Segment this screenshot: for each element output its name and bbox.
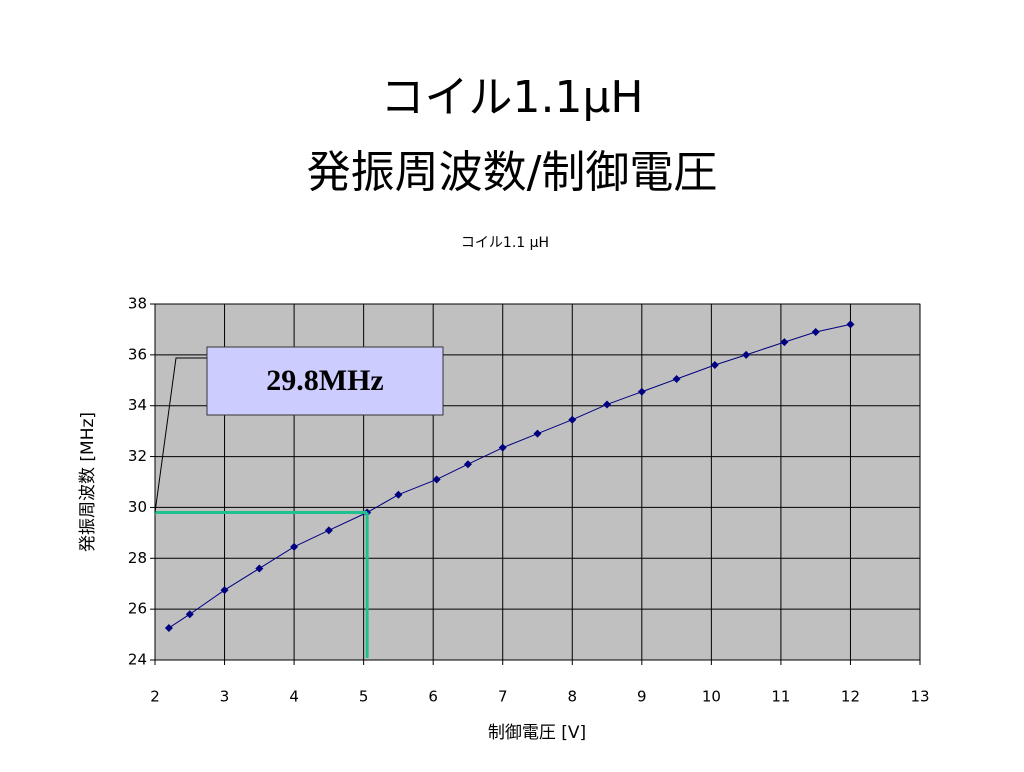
data-point [432, 475, 441, 484]
y-tick-label: 28 [128, 549, 147, 567]
y-tick-label: 24 [128, 651, 147, 669]
x-tick-label: 5 [359, 688, 369, 706]
data-point [811, 327, 820, 336]
callout-text: 29.8MHz [266, 364, 383, 397]
y-tick-label: 32 [128, 447, 147, 465]
y-axis-label: 発振周波数 [MHz] [78, 412, 98, 552]
data-point [463, 460, 472, 469]
y-tick-label: 38 [128, 295, 147, 313]
data-point [780, 338, 789, 347]
data-point [568, 415, 577, 424]
data-point [164, 623, 173, 632]
y-tick-label: 36 [128, 345, 147, 363]
callout-leader [154, 357, 207, 513]
x-tick-label: 2 [150, 688, 160, 706]
data-point [637, 387, 646, 396]
data-point [394, 490, 403, 499]
x-tick-label: 10 [702, 688, 721, 706]
data-point [533, 429, 542, 438]
data-point [290, 542, 299, 551]
data-point [220, 586, 229, 595]
x-axis-label: 制御電圧 [V] [488, 723, 586, 743]
y-tick-label: 30 [128, 498, 147, 516]
chart-title: コイル1.1 μH [461, 235, 549, 251]
data-point [324, 526, 333, 535]
slide-title: 発振周波数/制御電圧 [307, 147, 718, 198]
data-point [742, 350, 751, 359]
data-point [710, 361, 719, 370]
x-tick-label: 4 [289, 688, 299, 706]
x-tick-label: 7 [498, 688, 508, 706]
data-point [255, 564, 264, 573]
data-point [672, 375, 681, 384]
y-tick-label: 34 [128, 396, 147, 414]
x-tick-label: 13 [910, 688, 929, 706]
x-tick-label: 3 [220, 688, 230, 706]
x-tick-label: 8 [567, 688, 577, 706]
data-point [603, 400, 612, 409]
x-tick-label: 9 [637, 688, 647, 706]
x-tick-label: 12 [841, 688, 860, 706]
data-point [185, 610, 194, 619]
x-tick-label: 6 [428, 688, 438, 706]
callout-box [206, 346, 444, 416]
slide-title: コイル1.1μH [380, 72, 643, 123]
data-point [498, 443, 507, 452]
data-point [846, 320, 855, 329]
y-tick-label: 26 [128, 600, 147, 618]
x-tick-label: 11 [771, 688, 790, 706]
